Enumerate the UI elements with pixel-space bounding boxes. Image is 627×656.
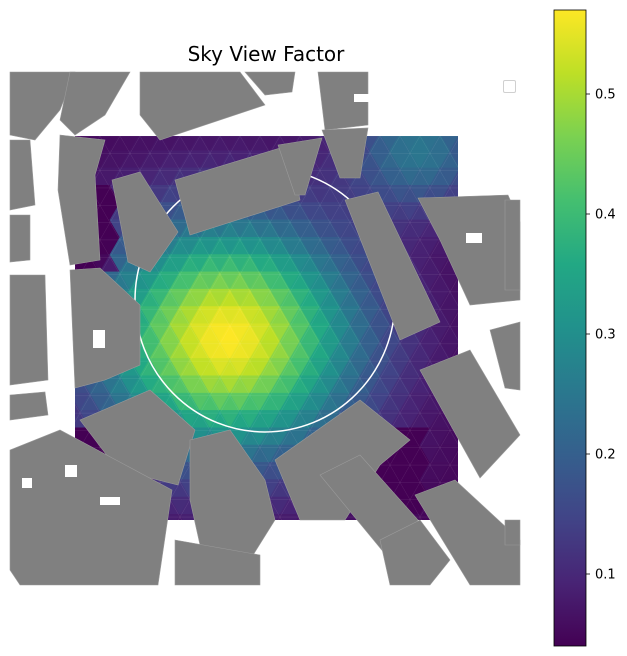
mesh-cell [449, 462, 458, 477]
mesh-cell [449, 447, 458, 463]
mesh-cell [449, 184, 458, 200]
building [111, 171, 179, 273]
building [9, 71, 76, 141]
courtyard [65, 465, 77, 477]
building [9, 214, 31, 263]
mesh-cell [449, 309, 458, 325]
building [419, 349, 521, 479]
mesh-cell [449, 323, 458, 339]
building [244, 71, 296, 96]
courtyard [100, 497, 120, 505]
building [317, 71, 369, 131]
building [344, 191, 441, 341]
mesh-cell [449, 288, 458, 304]
building [9, 429, 173, 586]
colorbar-gradient [553, 9, 587, 647]
building [139, 71, 266, 141]
building [189, 429, 276, 561]
building [9, 274, 49, 386]
courtyard [354, 94, 372, 102]
colorbar-ticks: 0.1 0.2 0.3 0.4 0.5 [586, 88, 616, 583]
building [504, 519, 521, 546]
colorbar-tick-label: 0.1 [595, 568, 616, 583]
building [174, 539, 261, 586]
courtyard [22, 478, 32, 488]
building [174, 144, 301, 236]
building [417, 194, 521, 306]
courtyard [93, 330, 105, 348]
mesh-cell [449, 170, 458, 186]
mesh-cell [279, 514, 301, 520]
building [57, 134, 106, 266]
legend-box [503, 80, 516, 93]
building [9, 391, 49, 421]
building [414, 479, 521, 586]
colorbar-tick-label: 0.5 [595, 88, 616, 103]
building [69, 267, 141, 389]
colorbar-tick-label: 0.2 [595, 448, 616, 463]
building [277, 137, 323, 196]
building [59, 71, 131, 136]
mesh-cell [276, 513, 284, 520]
mesh-cell [449, 150, 458, 166]
mesh-cell [176, 513, 184, 520]
mesh-cell [416, 513, 424, 520]
building [489, 321, 521, 391]
building [274, 399, 411, 521]
buildings [9, 71, 521, 586]
mesh-cell [449, 344, 458, 359]
building [504, 199, 521, 291]
mesh-cell [449, 274, 458, 290]
building [379, 519, 451, 586]
courtyard [455, 72, 467, 78]
colorbar-tick-label: 0.3 [595, 328, 616, 343]
courtyard [430, 72, 440, 78]
building [9, 139, 36, 211]
colorbar-tick-label: 0.4 [595, 208, 616, 223]
building [321, 127, 369, 179]
chart-title: Sky View Factor [187, 42, 345, 66]
courtyard [466, 233, 482, 243]
mesh-cell [449, 136, 458, 151]
